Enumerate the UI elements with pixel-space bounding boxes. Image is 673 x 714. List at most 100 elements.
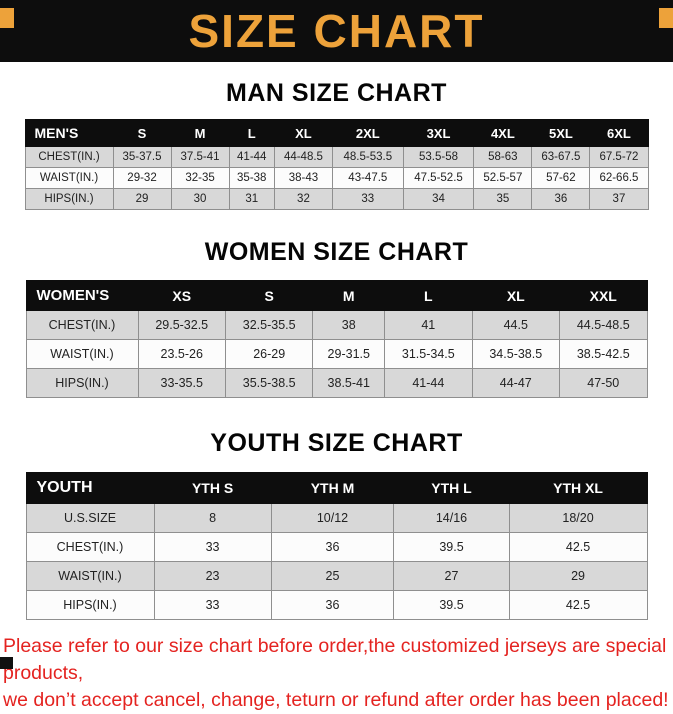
corner-mark-bottom-left	[0, 657, 13, 669]
size-value-cell: 23	[153, 561, 272, 591]
size-value-cell: 39.5	[393, 590, 510, 620]
row-label: WAIST(IN.)	[24, 167, 114, 189]
size-column-header: L	[228, 119, 275, 147]
size-column-header: XXL	[559, 280, 648, 311]
youth-size-table: YOUTH YTH S YTH M YTH L YTH XL U.S.SIZE 8 10/1…	[25, 472, 648, 620]
size-value-cell: 58-63	[473, 146, 533, 168]
size-column-header: 4XL	[473, 119, 533, 147]
size-column-header: M	[312, 280, 386, 311]
size-value-cell: 38.5-42.5	[559, 339, 648, 369]
size-column-header: YTH S	[153, 472, 272, 504]
size-column-header: XL	[471, 280, 561, 311]
size-value-cell: 43-47.5	[331, 167, 404, 189]
size-value-cell: 42.5	[508, 590, 648, 620]
youth-section-heading: YOUTH SIZE CHART	[210, 429, 463, 457]
footer-disclaimer: Please refer to our size chart before or…	[3, 633, 671, 714]
size-value-cell: 29-32	[112, 167, 172, 189]
size-column-header: M	[170, 119, 230, 147]
table-title-cell: YOUTH	[25, 472, 155, 504]
size-value-cell: 18/20	[508, 503, 648, 533]
size-value-cell: 35.5-38.5	[224, 368, 314, 398]
size-value-cell: 32-35	[170, 167, 230, 189]
women-size-table: WOMEN'S XS S M L XL XXL CHEST(IN.) 29.5-32.5 32.…	[25, 280, 648, 398]
table-row: WAIST(IN.) 23 25 27 29	[25, 561, 648, 591]
size-value-cell: 39.5	[393, 532, 510, 562]
size-value-cell: 26-29	[224, 339, 314, 369]
size-value-cell: 23.5-26	[137, 339, 226, 369]
size-column-header: YTH L	[393, 472, 510, 504]
table-row: WAIST(IN.) 23.5-26 26-29 29-31.5 31.5-34.5 34…	[25, 339, 648, 369]
size-column-header: 6XL	[589, 119, 649, 147]
section-youth: YOUTH SIZE CHART YOUTH YTH S YTH M YTH L YTH…	[0, 429, 673, 620]
table-row: CHEST(IN.) 33 36 39.5 42.5	[25, 532, 648, 562]
row-label: CHEST(IN.)	[25, 532, 155, 562]
size-value-cell: 53.5-58	[402, 146, 475, 168]
table-row: HIPS(IN.) 33-35.5 35.5-38.5 38.5-41 41-44 44-…	[25, 368, 648, 398]
size-value-cell: 33	[331, 188, 404, 210]
size-value-cell: 44.5	[471, 310, 561, 340]
size-value-cell: 37.5-41	[170, 146, 230, 168]
size-value-cell: 8	[153, 503, 272, 533]
size-value-cell: 47.5-52.5	[402, 167, 475, 189]
men-section-heading: MAN SIZE CHART	[226, 79, 447, 107]
size-value-cell: 67.5-72	[589, 146, 649, 168]
row-label: CHEST(IN.)	[25, 310, 139, 340]
size-value-cell: 42.5	[508, 532, 648, 562]
men-table-header-row: MEN'S S M L XL 2XL 3XL 4XL 5XL 6XL	[24, 119, 649, 147]
size-value-cell: 38-43	[273, 167, 333, 189]
size-value-cell: 34	[402, 188, 475, 210]
size-value-cell: 44.5-48.5	[559, 310, 648, 340]
size-value-cell: 36	[270, 532, 395, 562]
disclaimer-line-2: we don’t accept cancel, change, teturn o…	[3, 688, 669, 711]
table-row: HIPS(IN.) 29 30 31 32 33 34 35 36 37	[24, 188, 649, 210]
size-value-cell: 32	[273, 188, 333, 210]
size-value-cell: 35-37.5	[112, 146, 172, 168]
size-column-header: YTH M	[270, 472, 395, 504]
row-label: CHEST(IN.)	[24, 146, 114, 168]
women-section-heading: WOMEN SIZE CHART	[204, 238, 469, 266]
size-value-cell: 25	[270, 561, 395, 591]
size-value-cell: 36	[270, 590, 395, 620]
corner-accent-right	[659, 8, 673, 28]
size-column-header: S	[112, 119, 172, 147]
size-value-cell: 31	[228, 188, 275, 210]
table-title-cell: WOMEN'S	[25, 280, 139, 311]
size-column-header: 3XL	[402, 119, 475, 147]
size-value-cell: 30	[170, 188, 230, 210]
size-value-cell: 41-44	[384, 368, 473, 398]
size-value-cell: 36	[531, 188, 591, 210]
size-value-cell: 31.5-34.5	[384, 339, 473, 369]
size-value-cell: 27	[393, 561, 510, 591]
size-value-cell: 14/16	[393, 503, 510, 533]
size-column-header: 2XL	[331, 119, 404, 147]
section-women: WOMEN SIZE CHART WOMEN'S XS S M L XL XXL CHEST…	[0, 238, 673, 398]
size-value-cell: 34.5-38.5	[471, 339, 561, 369]
size-value-cell: 47-50	[559, 368, 648, 398]
men-table-body: CHEST(IN.) 35-37.5 37.5-41 41-44 44-48.5 48.5…	[24, 146, 649, 210]
table-row: WAIST(IN.) 29-32 32-35 35-38 38-43 43-47.5 47.…	[24, 167, 649, 189]
size-value-cell: 29-31.5	[312, 339, 386, 369]
size-value-cell: 33	[153, 590, 272, 620]
size-value-cell: 57-62	[531, 167, 591, 189]
size-value-cell: 38	[312, 310, 386, 340]
size-column-header: S	[224, 280, 314, 311]
section-men: MAN SIZE CHART MEN'S S M L XL 2XL 3XL 4XL 5XL 6XL…	[0, 79, 673, 210]
size-value-cell: 48.5-53.5	[331, 146, 404, 168]
size-value-cell: 37	[589, 188, 649, 210]
row-label: HIPS(IN.)	[24, 188, 114, 210]
size-column-header: XS	[137, 280, 226, 311]
size-value-cell: 62-66.5	[589, 167, 649, 189]
page-title: SIZE CHART	[188, 5, 485, 57]
banner: SIZE CHART	[0, 0, 673, 62]
size-column-header: YTH XL	[508, 472, 648, 504]
table-row: U.S.SIZE 8 10/12 14/16 18/20	[25, 503, 648, 533]
corner-accent-left	[0, 8, 14, 28]
row-label: U.S.SIZE	[25, 503, 155, 533]
disclaimer-line-1: Please refer to our size chart before or…	[3, 635, 667, 684]
men-size-table: MEN'S S M L XL 2XL 3XL 4XL 5XL 6XL CHEST(IN.) 35-3…	[24, 119, 649, 210]
size-value-cell: 35	[473, 188, 533, 210]
youth-table-header-row: YOUTH YTH S YTH M YTH L YTH XL	[25, 472, 648, 504]
size-value-cell: 44-48.5	[273, 146, 333, 168]
size-column-header: 5XL	[531, 119, 591, 147]
row-label: HIPS(IN.)	[25, 368, 139, 398]
